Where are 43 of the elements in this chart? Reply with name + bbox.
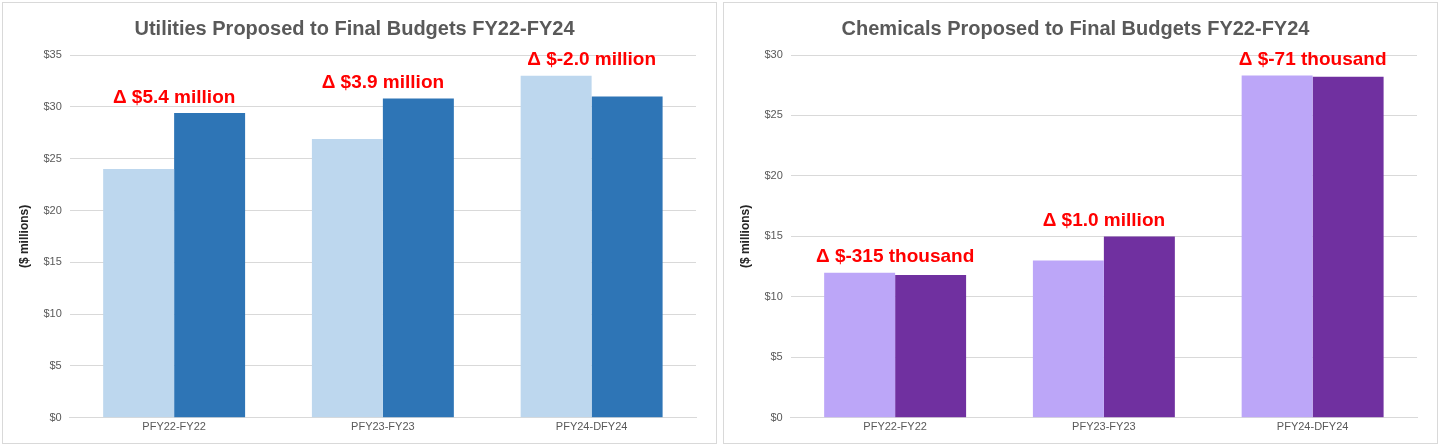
y-tick-label: $25	[764, 108, 783, 121]
bar	[382, 98, 454, 418]
x-tick-label: PFY23-FY23	[1072, 420, 1136, 433]
y-tick-label: $5	[49, 359, 62, 371]
y-tick-label: $10	[764, 289, 783, 302]
chart-title: Chemicals Proposed to Final Budgets FY22-FY24	[841, 16, 1311, 39]
y-tick-label: $35	[43, 48, 62, 61]
annotation: Δ $1.0 million	[1042, 209, 1166, 231]
bar	[520, 75, 592, 418]
y-tick-label: $30	[43, 99, 62, 112]
x-tick-label: PFY22-FY22	[863, 420, 927, 433]
x-tick-label: PFY23-FY23	[351, 420, 415, 433]
bar	[103, 169, 175, 418]
bar	[174, 113, 246, 418]
bar	[1312, 76, 1384, 418]
annotation: Δ $-71 thousand	[1238, 48, 1387, 70]
y-tick-label: $30	[764, 48, 783, 61]
y-tick-label: $0	[770, 410, 783, 423]
bar	[1103, 236, 1175, 418]
y-tick-label: $25	[43, 151, 62, 164]
bar	[1032, 260, 1104, 418]
y-tick-label: $0	[49, 410, 62, 423]
annotation: Δ $-2.0 million	[527, 48, 656, 70]
y-tick-label: $15	[764, 229, 783, 242]
y-tick-label: $15	[43, 255, 62, 268]
annotation: Δ $-315 thousand	[815, 245, 975, 267]
bar	[311, 138, 383, 418]
bar	[1241, 75, 1313, 418]
x-tick-label: PFY24-DFY24	[555, 420, 628, 433]
y-axis-title: ($ millions)	[737, 204, 752, 269]
chart-title: Utilities Proposed to Final Budgets FY22-FY24	[134, 16, 576, 39]
bar	[824, 272, 896, 418]
y-tick-label: $10	[43, 307, 62, 320]
y-tick-label: $5	[770, 350, 783, 363]
annotation: Δ $5.4 million	[112, 85, 236, 107]
bar	[591, 96, 663, 418]
y-tick-label: $20	[764, 168, 783, 181]
y-tick-label: $20	[43, 203, 62, 216]
bar	[895, 275, 967, 418]
annotation: Δ $3.9 million	[321, 71, 445, 93]
x-tick-label: PFY22-FY22	[142, 420, 206, 433]
y-axis-title: ($ millions)	[16, 204, 31, 269]
x-tick-label: PFY24-DFY24	[1276, 420, 1349, 433]
